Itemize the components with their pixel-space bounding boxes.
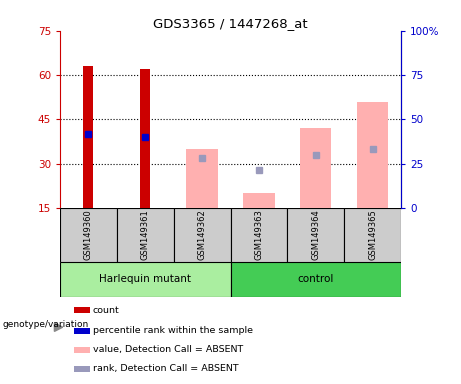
Text: GSM149364: GSM149364 bbox=[311, 209, 320, 260]
Bar bbox=[230, 208, 287, 262]
Text: control: control bbox=[298, 274, 334, 284]
Bar bbox=[140, 69, 150, 208]
Bar bbox=[60, 208, 117, 262]
Text: GSM149361: GSM149361 bbox=[141, 209, 150, 260]
Bar bbox=[83, 66, 94, 208]
Bar bbox=[357, 102, 388, 208]
Bar bbox=[74, 307, 90, 313]
Text: GSM149365: GSM149365 bbox=[368, 209, 377, 260]
Text: value, Detection Call = ABSENT: value, Detection Call = ABSENT bbox=[93, 345, 243, 354]
Bar bbox=[186, 149, 218, 208]
Bar bbox=[74, 328, 90, 334]
Bar bbox=[243, 193, 275, 208]
Text: percentile rank within the sample: percentile rank within the sample bbox=[93, 326, 253, 335]
Bar bbox=[300, 128, 331, 208]
Text: GSM149360: GSM149360 bbox=[84, 209, 93, 260]
Text: count: count bbox=[93, 306, 119, 315]
Bar bbox=[344, 208, 401, 262]
Text: rank, Detection Call = ABSENT: rank, Detection Call = ABSENT bbox=[93, 364, 238, 373]
Text: Harlequin mutant: Harlequin mutant bbox=[99, 274, 191, 284]
Text: GSM149363: GSM149363 bbox=[254, 209, 263, 260]
Bar bbox=[230, 262, 401, 296]
Bar bbox=[287, 208, 344, 262]
Bar bbox=[60, 262, 230, 296]
Bar bbox=[74, 366, 90, 372]
Text: genotype/variation: genotype/variation bbox=[2, 320, 89, 329]
Text: GSM149362: GSM149362 bbox=[198, 209, 207, 260]
Bar bbox=[74, 347, 90, 353]
Title: GDS3365 / 1447268_at: GDS3365 / 1447268_at bbox=[153, 17, 308, 30]
Bar bbox=[117, 208, 174, 262]
Bar bbox=[174, 208, 230, 262]
